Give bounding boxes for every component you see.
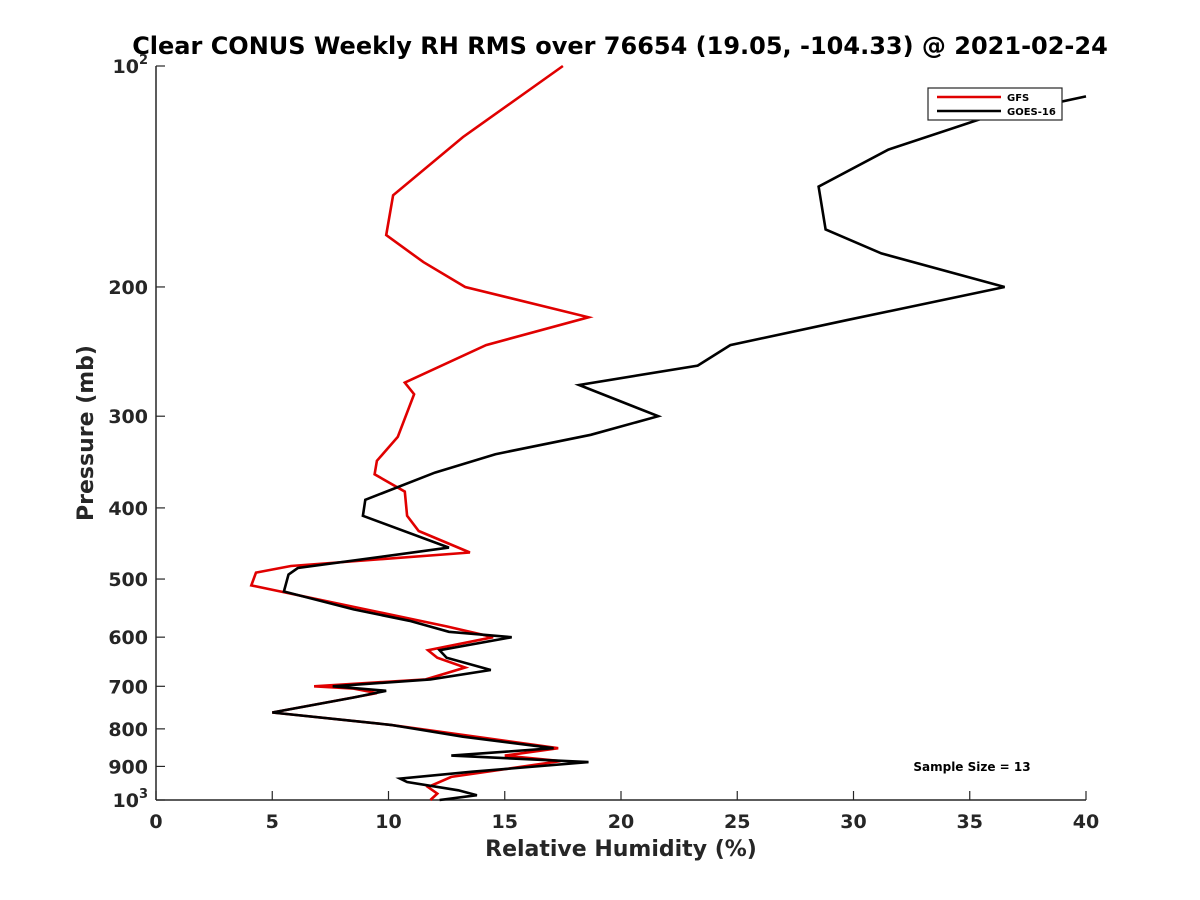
axes — [155, 66, 1086, 801]
y-tick-label: 103 — [113, 787, 149, 812]
series-line-goes-16 — [272, 95, 1087, 802]
x-tick-label: 35 — [957, 811, 983, 833]
y-tick-label: 900 — [108, 756, 148, 778]
sample-size-annotation: Sample Size = 13 — [913, 760, 1030, 774]
y-tick-label: 700 — [108, 676, 148, 698]
x-tick-label: 0 — [149, 811, 162, 833]
series-line-gfs — [249, 64, 594, 801]
x-tick-label: 30 — [840, 811, 866, 833]
x-axis-label: Relative Humidity (%) — [485, 837, 757, 862]
y-tick-label: 600 — [108, 627, 148, 649]
legend-label-gfs: GFS — [1007, 93, 1029, 104]
x-tick-label: 15 — [492, 811, 518, 833]
y-tick-label: 800 — [108, 719, 148, 741]
y-axis-label: Pressure (mb) — [74, 345, 99, 521]
y-tick-label: 400 — [108, 498, 148, 520]
x-tick-label: 5 — [266, 811, 279, 833]
y-tick-label: 102 — [113, 53, 149, 78]
legend-label-goes-16: GOES-16 — [1007, 107, 1056, 118]
x-tick-label: 25 — [724, 811, 750, 833]
x-ticks: 0 5 10 15 20 25 30 35 40 — [149, 791, 1099, 833]
legend: GFS GOES-16 — [927, 87, 1063, 121]
series-layer — [249, 64, 1087, 802]
y-tick-label: 500 — [108, 569, 148, 591]
y-ticks: 102 200 300 400 500 600 700 800 900 103 — [108, 53, 165, 812]
x-tick-label: 20 — [608, 811, 634, 833]
x-tick-label: 10 — [375, 811, 401, 833]
y-tick-label: 200 — [108, 277, 148, 299]
legend-box — [927, 87, 1063, 121]
x-tick-label: 40 — [1073, 811, 1099, 833]
y-tick-label: 300 — [108, 406, 148, 428]
chart-title: Clear CONUS Weekly RH RMS over 76654 (19… — [132, 32, 1108, 60]
